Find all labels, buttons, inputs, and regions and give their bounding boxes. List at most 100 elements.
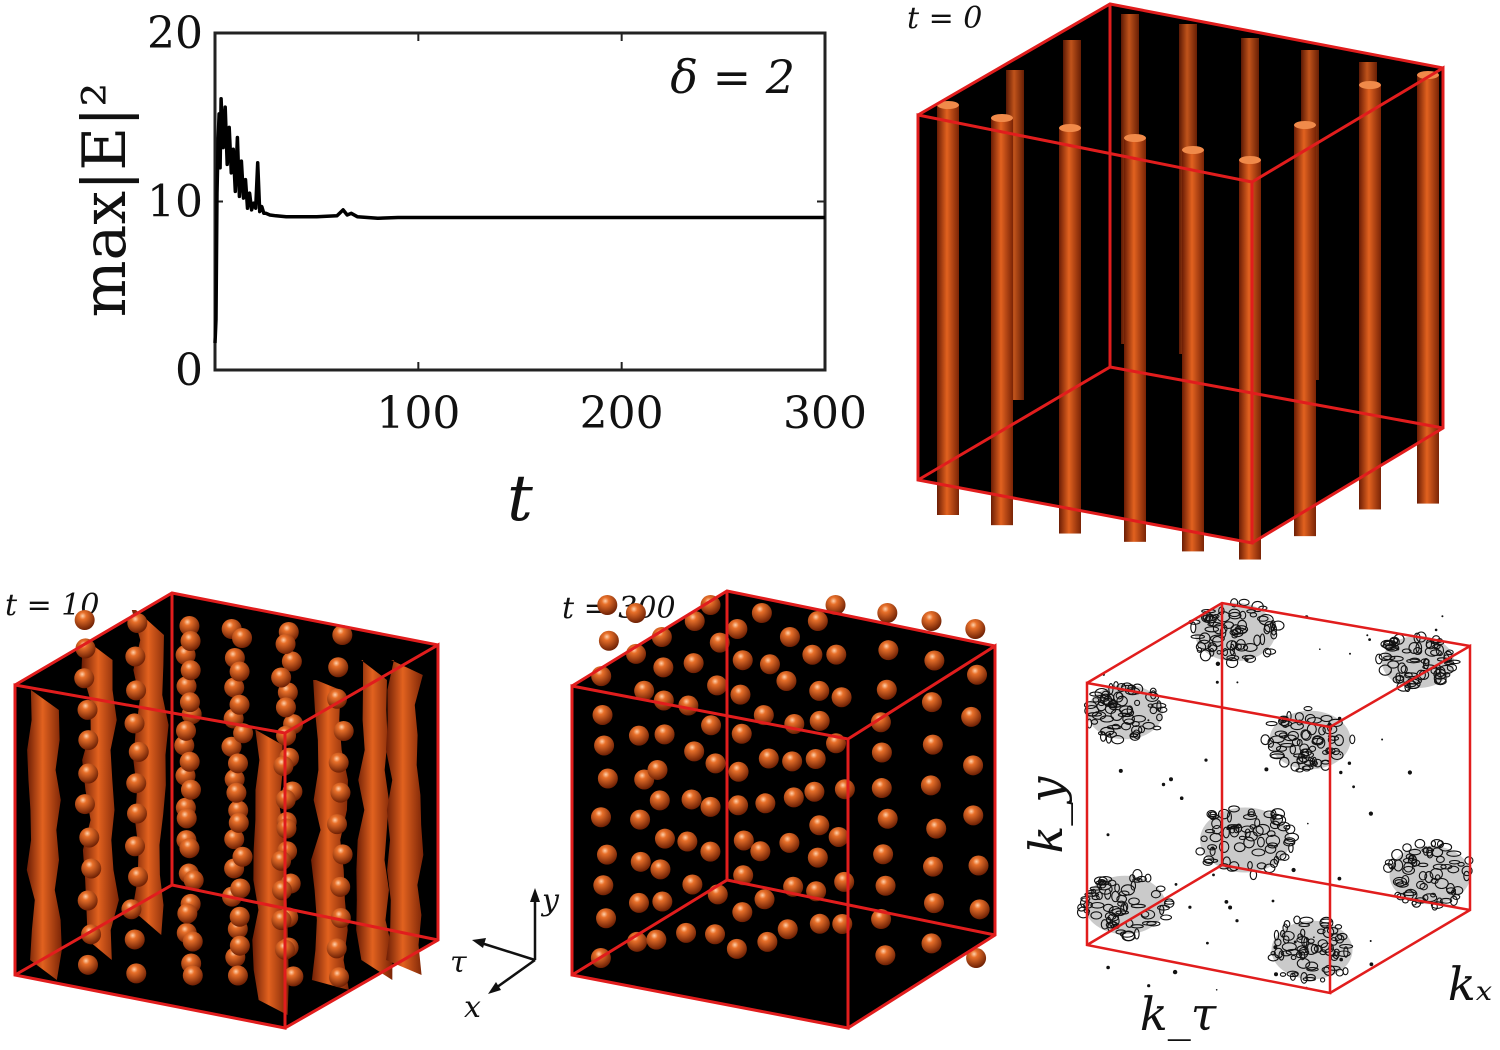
sphere (232, 846, 253, 867)
sphere (732, 650, 753, 671)
sphere (726, 938, 747, 959)
sphere (128, 866, 149, 887)
filament (991, 118, 1013, 526)
spectrum-speck (1339, 753, 1342, 756)
sphere (75, 638, 96, 659)
spectrum-speck (1434, 628, 1438, 632)
sphere (179, 751, 200, 772)
sphere (651, 627, 672, 647)
sphere (875, 875, 896, 896)
spectrum-speck (1169, 777, 1173, 782)
sphere (758, 748, 779, 769)
spectrum-speck (1179, 796, 1184, 800)
sphere (807, 611, 828, 631)
spectrum-cluster (1076, 868, 1175, 942)
sphere (233, 723, 254, 744)
sphere (271, 880, 292, 901)
filament-cap (991, 114, 1013, 122)
sphere (732, 902, 753, 923)
sphere (921, 611, 942, 631)
sphere (180, 779, 201, 800)
x-axis-label: t (507, 462, 533, 536)
sphere (628, 725, 649, 746)
box-t300-side (848, 646, 995, 1028)
sphere (596, 908, 617, 929)
sphere (77, 699, 98, 720)
sphere (922, 734, 943, 755)
spectrum-speck (1188, 905, 1192, 909)
sphere (591, 807, 612, 828)
sphere (78, 763, 99, 784)
sphere (961, 706, 982, 727)
y-tick-label: 0 (175, 345, 203, 396)
filament-cap (937, 101, 959, 109)
filament-cap (1182, 146, 1204, 154)
sphere (179, 692, 200, 713)
sphere (275, 697, 296, 718)
triad-tau-label: τ (450, 945, 467, 980)
spectrum-speck (1228, 905, 1233, 910)
spectrum-speck (1224, 900, 1229, 904)
filament-cap (1359, 81, 1381, 89)
sphere (653, 690, 674, 711)
spectrum-speck (1407, 770, 1412, 775)
spectrum-speck (1389, 671, 1392, 673)
sphere (682, 874, 703, 895)
sphere (700, 595, 721, 615)
sphere (923, 856, 944, 877)
sphere (965, 619, 986, 639)
sphere (81, 858, 102, 879)
sphere (777, 919, 798, 940)
sphere (176, 676, 197, 697)
spectrum-speck (1273, 945, 1278, 950)
filament (386, 660, 424, 975)
sphere (700, 796, 721, 817)
sphere (125, 836, 146, 857)
spectrum-speck (1368, 811, 1373, 816)
sphere (733, 865, 754, 886)
sphere (177, 903, 198, 924)
filament (1359, 85, 1381, 510)
sphere (232, 628, 253, 648)
x-tick-label: 300 (783, 388, 867, 439)
spectrum-speck (1235, 919, 1239, 923)
sphere (681, 789, 702, 810)
sphere (128, 741, 149, 762)
spectrum-speck (1108, 732, 1112, 736)
sphere (733, 830, 754, 851)
sphere (683, 653, 704, 674)
sphere (328, 752, 349, 773)
spectrum-speck (1368, 638, 1371, 641)
sphere (630, 851, 651, 872)
filament-cap (1059, 124, 1081, 132)
sphere (174, 735, 195, 756)
sphere (968, 855, 989, 876)
spectrum-speck (1339, 770, 1343, 775)
panel-t0-label: t = 0 (907, 1, 982, 36)
spectrum-speck (1106, 833, 1110, 837)
sphere (281, 651, 302, 672)
spectrum-speck (1212, 873, 1215, 877)
spectrum-speck (1319, 648, 1321, 650)
sphere (705, 753, 726, 774)
sphere (78, 730, 99, 751)
sphere (701, 715, 722, 736)
spectrum-ky-label: k_y (1019, 776, 1073, 854)
sphere (74, 668, 95, 689)
spectrum-speck (1264, 767, 1269, 772)
spectrum-speck (1211, 846, 1215, 850)
sphere (831, 687, 852, 708)
sphere (730, 684, 751, 705)
sphere (963, 805, 984, 826)
sphere (924, 650, 945, 671)
sphere (79, 827, 100, 848)
spectrum-speck (1352, 785, 1355, 789)
plot-frame (213, 31, 827, 372)
filament (1417, 75, 1439, 504)
sphere (804, 781, 825, 802)
spectrum-speck (1172, 969, 1178, 975)
sphere (176, 720, 197, 741)
sphere (705, 924, 726, 945)
spectrum-speck (1441, 615, 1444, 618)
